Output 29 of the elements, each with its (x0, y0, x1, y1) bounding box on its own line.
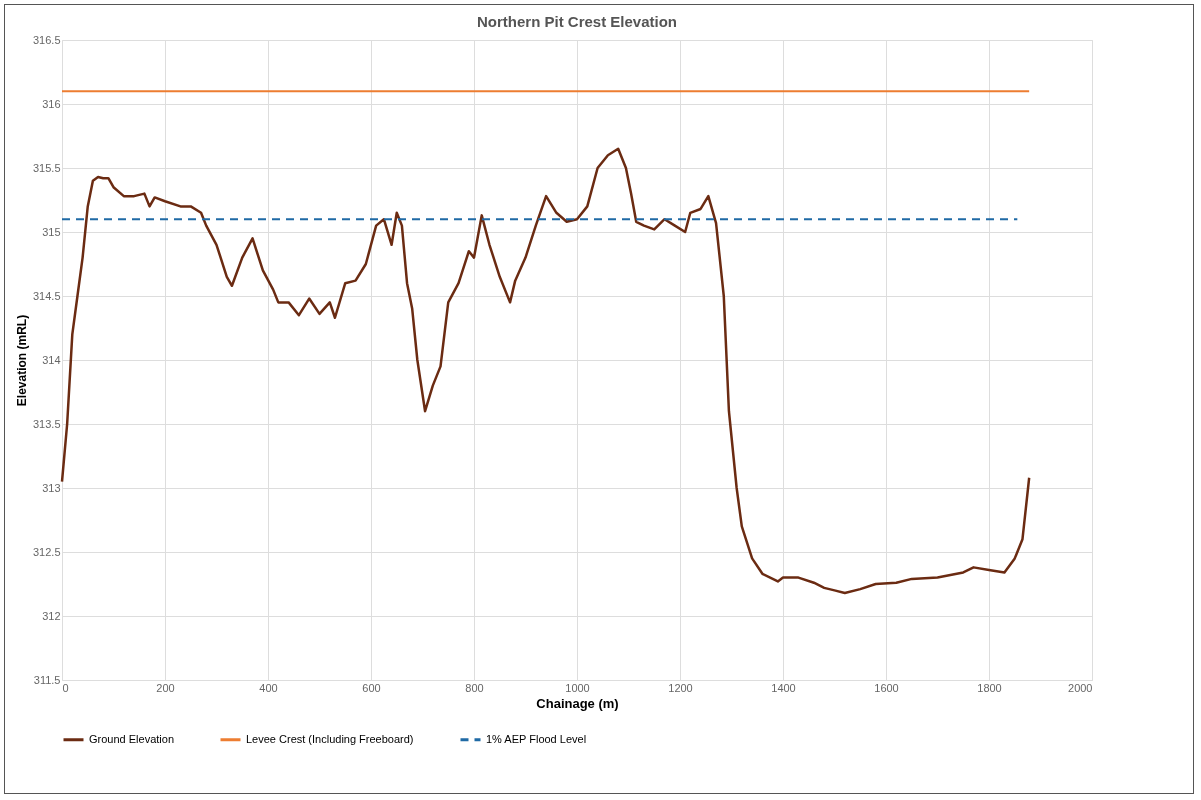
line-series (60, 147, 1031, 595)
y-tick-label: 313 (42, 481, 61, 494)
x-tick-label: 1000 (565, 681, 590, 694)
x-tick-label: 800 (465, 681, 484, 694)
x-tick-label: 400 (259, 681, 278, 694)
y-tick-label: 315 (42, 225, 61, 238)
x-tick-label: 0 (62, 681, 69, 694)
x-tick-label: 1800 (977, 681, 1002, 694)
y-tick-label: 311.5 (33, 673, 61, 686)
y-tick-label: 312 (42, 609, 61, 622)
x-tick-label: 200 (156, 681, 175, 694)
legend-label: Ground Elevation (89, 732, 174, 745)
x-tick-label: 2000 (1068, 681, 1093, 694)
y-tick-label: 314 (42, 353, 61, 366)
y-tick-label: 316 (42, 97, 61, 110)
y-tick-label: 313.5 (32, 417, 61, 430)
x-tick-label: 600 (362, 681, 381, 694)
legend-label: Levee Crest (Including Freeboard) (246, 732, 414, 745)
y-tick-label: 314.5 (32, 289, 61, 302)
chart-title: Northern Pit Crest Elevation (476, 13, 678, 30)
x-axis-title: Chainage (m) (536, 695, 619, 711)
y-tick-label: 316.5 (32, 33, 61, 46)
y-tick-label: 312.5 (32, 545, 61, 558)
y-tick-label: 315.5 (32, 161, 61, 174)
x-tick-label: 1600 (874, 681, 899, 694)
x-tick-label: 1400 (771, 681, 796, 694)
x-tick-label: 1200 (668, 681, 693, 694)
y-axis-title: Elevation (mRL) (14, 314, 29, 407)
legend-label: 1% AEP Flood Level (486, 732, 587, 745)
